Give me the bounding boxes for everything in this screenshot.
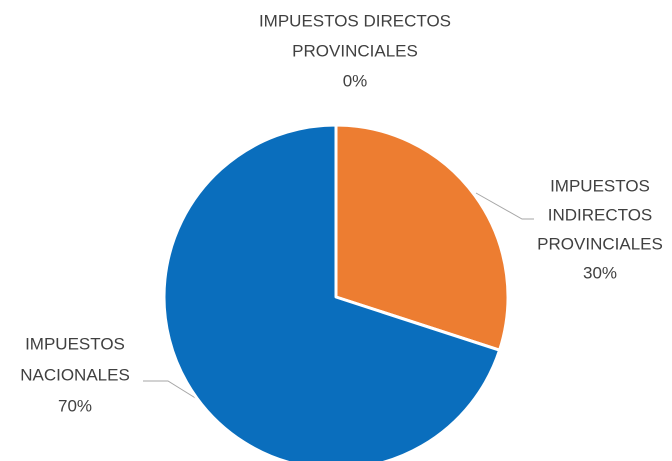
category-label: NACIONALES	[20, 365, 130, 384]
category-label: INDIRECTOS	[548, 205, 653, 224]
category-label: IMPUESTOS	[550, 176, 650, 195]
value-label: 0%	[343, 71, 368, 90]
category-label: PROVINCIALES	[292, 41, 418, 60]
pie-slice	[334, 123, 510, 352]
category-label: IMPUESTOS DIRECTOS	[259, 11, 451, 30]
data-label: IMPUESTOS DIRECTOS PROVINCIALES 0%	[259, 11, 451, 90]
category-label: IMPUESTOS	[25, 334, 125, 353]
data-label: IMPUESTOS NACIONALES 70%	[20, 334, 130, 415]
pie-slice	[162, 123, 502, 461]
leader-line	[143, 380, 198, 400]
category-label: PROVINCIALES	[537, 234, 663, 253]
value-label: 70%	[58, 396, 92, 415]
value-label: 30%	[583, 263, 617, 282]
data-label: IMPUESTOS INDIRECTOS PROVINCIALES 30%	[537, 176, 663, 282]
leader-line	[475, 192, 534, 220]
